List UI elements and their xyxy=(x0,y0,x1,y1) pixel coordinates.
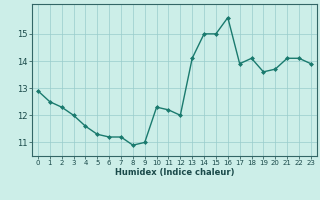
X-axis label: Humidex (Indice chaleur): Humidex (Indice chaleur) xyxy=(115,168,234,177)
